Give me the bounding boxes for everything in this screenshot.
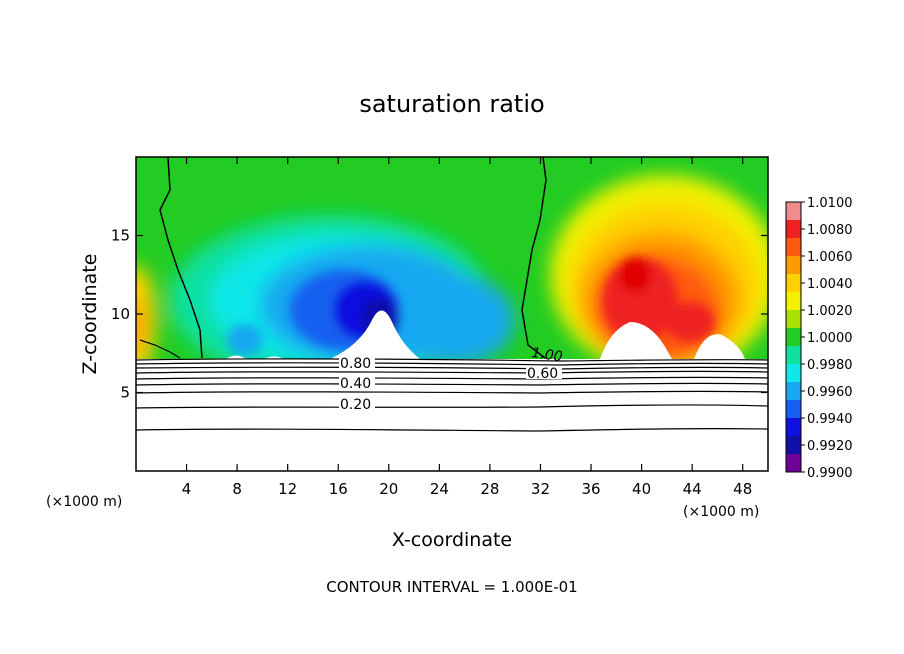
x-axis-unit-right: (×1000 m) (683, 504, 759, 520)
colorbar-swatch (786, 382, 801, 401)
colorbar-label: 0.9960 (807, 385, 853, 400)
x-tick-label: 24 (430, 480, 449, 498)
colorbar-label: 1.0100 (807, 196, 853, 211)
y-tick-label: 15 (111, 227, 130, 245)
white-mountain-right-1 (600, 322, 672, 359)
colorbar-swatch (786, 310, 801, 329)
contour-1-left-small (139, 339, 181, 359)
y-axis-title: Z-coordinate (79, 254, 101, 375)
contour-label-0-20: 0.20 (340, 397, 371, 413)
contour-label-0-60: 0.60 (527, 366, 558, 382)
colorbar-swatch (786, 274, 801, 293)
colorbar-label: 1.0080 (807, 223, 853, 238)
x-tick-label: 28 (480, 480, 499, 498)
x-tick-label: 20 (379, 480, 398, 498)
contour-label-0-80: 0.80 (340, 356, 371, 372)
colorbar: 1.0100 1.0080 1.0060 1.0040 1.0020 1.0000 0.99… (785, 196, 853, 481)
contour-label-1-00: 1.00 (530, 345, 563, 365)
x-tick-label: 44 (683, 480, 702, 498)
contour-line-i (135, 428, 769, 432)
colorbar-label: 1.0040 (807, 277, 853, 292)
saturation-field (136, 157, 768, 359)
colorbar-swatch (786, 292, 801, 311)
x-tick-label: 4 (182, 480, 192, 498)
contour-line-c (135, 366, 769, 370)
x-axis-unit-left: (×1000 m) (46, 494, 122, 510)
x-tick-label: 16 (329, 480, 348, 498)
colorbar-swatch (786, 220, 801, 239)
contour-label-0-40: 0.40 (340, 376, 371, 392)
small-blue-patch (227, 324, 263, 356)
contour-line-f (135, 382, 769, 386)
deep-red-patch (619, 257, 651, 293)
contour-line-b (135, 362, 769, 366)
x-tick-label: 32 (531, 480, 550, 498)
colorbar-swatch (786, 418, 801, 437)
stratified-contours (135, 358, 769, 432)
colorbar-swatch (786, 238, 801, 257)
contour-1-left (159, 157, 203, 359)
contour-line-g (135, 390, 769, 394)
contour-line-e (135, 376, 769, 380)
red-patch-right (665, 302, 715, 342)
contour-line-d (135, 370, 769, 374)
y-axis-ticks: 5 10 15 (111, 227, 768, 402)
colorbar-label: 0.9900 (807, 466, 853, 481)
x-tick-label: 12 (278, 480, 297, 498)
white-mountain-right-2 (694, 334, 745, 359)
colorbar-swatch (786, 454, 801, 473)
colorbar-label: 1.0000 (807, 331, 853, 346)
right-blue-region (395, 275, 515, 359)
left-edge-warm-core (136, 297, 145, 353)
x-tick-label: 40 (632, 480, 651, 498)
x-tick-label: 48 (733, 480, 752, 498)
colorbar-swatch (786, 436, 801, 455)
x-axis-ticks: 4 8 12 16 20 24 28 32 36 40 44 48 (182, 157, 752, 498)
chart-title: saturation ratio (359, 90, 544, 118)
colorbar-swatch (786, 202, 801, 221)
x-tick-label: 8 (232, 480, 242, 498)
colorbar-label: 0.9920 (807, 439, 853, 454)
x-tick-label: 36 (581, 480, 600, 498)
colorbar-swatch (786, 364, 801, 383)
y-tick-label: 10 (111, 305, 130, 323)
white-mountain-center (330, 310, 420, 359)
colorbar-swatch (786, 400, 801, 419)
colorbar-swatch (786, 256, 801, 275)
contour-line-h (135, 404, 769, 409)
contour-interval-text: CONTOUR INTERVAL = 1.000E-01 (326, 578, 577, 596)
colorbar-label: 0.9940 (807, 412, 853, 427)
colorbar-label: 0.9980 (807, 358, 853, 373)
colorbar-swatch (786, 328, 801, 347)
colorbar-label: 1.0020 (807, 304, 853, 319)
contour-1-right (521, 157, 547, 359)
x-axis-title: X-coordinate (392, 529, 512, 551)
y-tick-label: 5 (120, 384, 130, 402)
colorbar-swatch (786, 346, 801, 365)
colorbar-label: 1.0060 (807, 250, 853, 265)
contour-line-a (135, 358, 769, 362)
white-small-bumps (226, 355, 284, 359)
